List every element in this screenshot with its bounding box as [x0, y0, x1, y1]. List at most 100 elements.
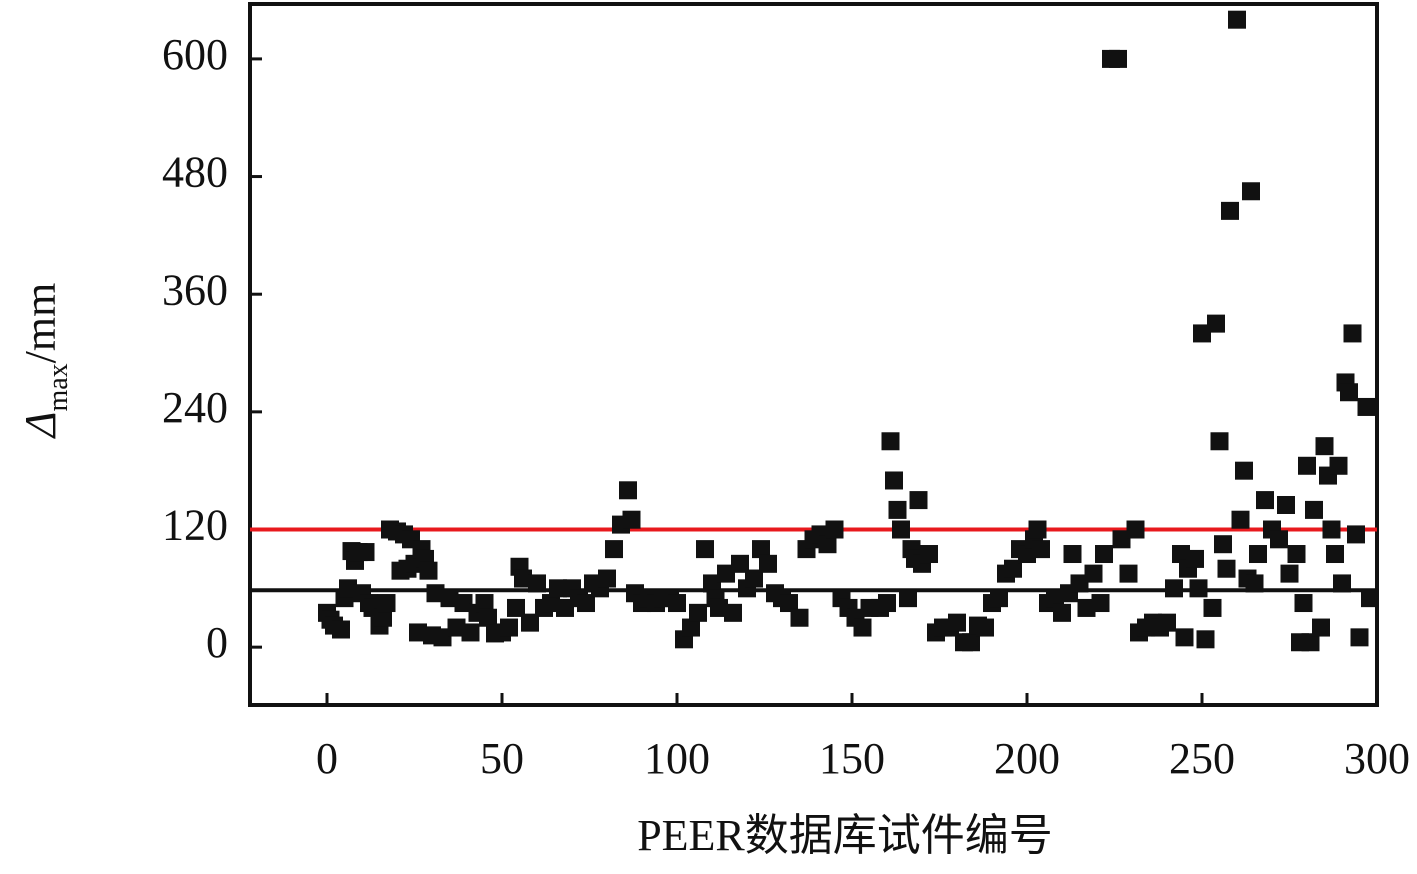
- point: [878, 594, 896, 613]
- point: [1361, 589, 1379, 608]
- point: [454, 594, 473, 613]
- point: [881, 432, 900, 451]
- point: [433, 628, 452, 647]
- point: [825, 520, 844, 539]
- point: [577, 594, 595, 613]
- point: [1210, 432, 1229, 451]
- x-tick-label: 0: [316, 734, 338, 783]
- point: [1242, 182, 1260, 201]
- point: [710, 598, 728, 617]
- point: [374, 608, 392, 627]
- point: [1053, 603, 1071, 622]
- point: [1322, 520, 1341, 539]
- y-axis-label: Δmax/mm: [16, 283, 74, 440]
- y-label-unit: /mm: [16, 283, 65, 364]
- point: [1221, 201, 1239, 220]
- point: [1165, 579, 1183, 598]
- point: [1301, 633, 1320, 652]
- point: [1070, 574, 1089, 593]
- point: [717, 564, 735, 583]
- y-tick-label: 240: [162, 383, 228, 432]
- y-tick-label: 480: [162, 148, 228, 197]
- point: [888, 500, 907, 519]
- point: [1270, 530, 1288, 549]
- point: [1119, 564, 1138, 583]
- point: [1018, 545, 1036, 564]
- point: [1357, 397, 1376, 416]
- point: [1305, 500, 1323, 519]
- x-tick-label: 200: [994, 734, 1060, 783]
- point: [426, 584, 445, 603]
- point: [1235, 461, 1253, 480]
- point: [1350, 628, 1369, 647]
- point: [1343, 324, 1362, 343]
- point: [521, 613, 539, 632]
- point: [1084, 564, 1103, 583]
- point: [892, 520, 910, 539]
- point: [990, 589, 1008, 608]
- point: [1326, 545, 1344, 564]
- point: [920, 545, 938, 564]
- point: [1193, 324, 1211, 343]
- point: [885, 471, 903, 490]
- point: [1196, 630, 1215, 649]
- point: [475, 594, 494, 613]
- point: [1340, 383, 1358, 402]
- point: [948, 613, 966, 632]
- point: [1231, 510, 1250, 529]
- point: [528, 574, 546, 593]
- point: [1329, 456, 1348, 475]
- point: [1032, 540, 1050, 559]
- point: [1046, 589, 1064, 608]
- point: [1333, 574, 1351, 593]
- point: [1315, 437, 1334, 456]
- point: [1312, 618, 1330, 637]
- point: [377, 594, 396, 613]
- point: [1294, 594, 1313, 613]
- point: [479, 608, 497, 627]
- point: [1217, 559, 1236, 578]
- point: [619, 481, 637, 500]
- point: [461, 623, 480, 642]
- point: [724, 603, 742, 622]
- point: [745, 569, 763, 588]
- y-tick-label: 600: [162, 30, 228, 79]
- point: [447, 618, 466, 637]
- point: [1277, 495, 1295, 514]
- y-label-subscript: max: [43, 363, 74, 411]
- point: [332, 620, 350, 639]
- point: [1063, 545, 1082, 564]
- point: [1287, 545, 1306, 564]
- point: [1245, 574, 1264, 593]
- point: [1126, 520, 1145, 539]
- point: [759, 554, 777, 573]
- point: [1095, 545, 1113, 564]
- plot-frame: [248, 2, 1379, 707]
- point: [409, 623, 427, 642]
- point: [1112, 530, 1131, 549]
- point: [853, 618, 872, 637]
- point: [682, 618, 700, 637]
- point: [1280, 564, 1299, 583]
- point: [976, 618, 994, 637]
- x-tick-label: 50: [480, 734, 524, 783]
- point: [780, 594, 798, 613]
- point: [500, 618, 518, 637]
- point: [598, 569, 616, 588]
- point: [1186, 549, 1204, 568]
- point: [605, 540, 623, 559]
- point: [1004, 559, 1022, 578]
- point: [339, 579, 357, 598]
- point: [1256, 491, 1274, 510]
- x-tick-label: 250: [1169, 734, 1235, 783]
- point: [440, 589, 459, 608]
- point: [1228, 10, 1246, 29]
- point: [556, 598, 574, 617]
- y-tick-label: 0: [206, 618, 228, 667]
- point: [549, 579, 567, 598]
- point: [1175, 628, 1194, 647]
- point: [1347, 525, 1365, 544]
- point: [731, 554, 749, 573]
- point: [356, 543, 375, 562]
- point: [752, 540, 770, 559]
